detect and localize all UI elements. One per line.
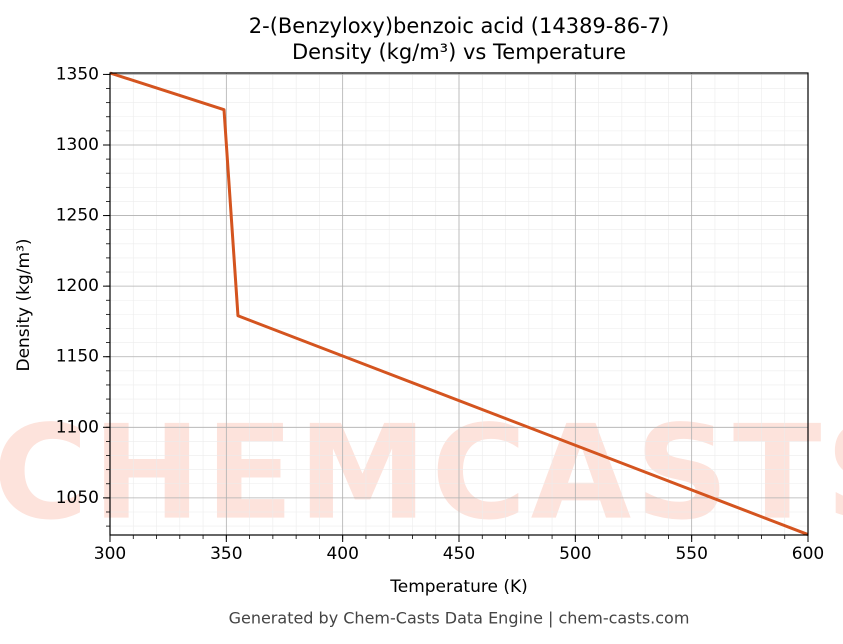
x-tick-label: 450 — [443, 544, 475, 564]
y-tick-label: 1100 — [56, 417, 99, 437]
y-tick-label: 1250 — [56, 206, 99, 226]
y-tick-label: 1350 — [56, 64, 99, 84]
data-line — [109, 71, 809, 536]
x-tick-label: 550 — [675, 544, 707, 564]
x-tick-label: 500 — [559, 544, 591, 564]
y-axis-label: Density (kg/m³) — [14, 238, 34, 371]
watermark: CHEMCASTS — [0, 397, 843, 549]
x-tick-label: 400 — [326, 544, 358, 564]
x-tick-label: 350 — [210, 544, 242, 564]
chart-title: 2-(Benzyloxy)benzoic acid (14389-86-7) — [249, 14, 669, 38]
y-tick-label: 1050 — [56, 488, 99, 508]
y-tick-label: 1300 — [56, 135, 99, 155]
plot-frame — [109, 72, 809, 536]
x-tick-label: 600 — [792, 544, 824, 564]
y-tick-label: 1150 — [56, 347, 99, 367]
y-tick-label: 1200 — [56, 276, 99, 296]
footer: Generated by Chem-Casts Data Engine | ch… — [229, 609, 690, 628]
x-axis-label: Temperature (K) — [389, 577, 528, 597]
x-tick-label: 300 — [94, 544, 126, 564]
chart-subtitle: Density (kg/m³) vs Temperature — [292, 40, 626, 64]
